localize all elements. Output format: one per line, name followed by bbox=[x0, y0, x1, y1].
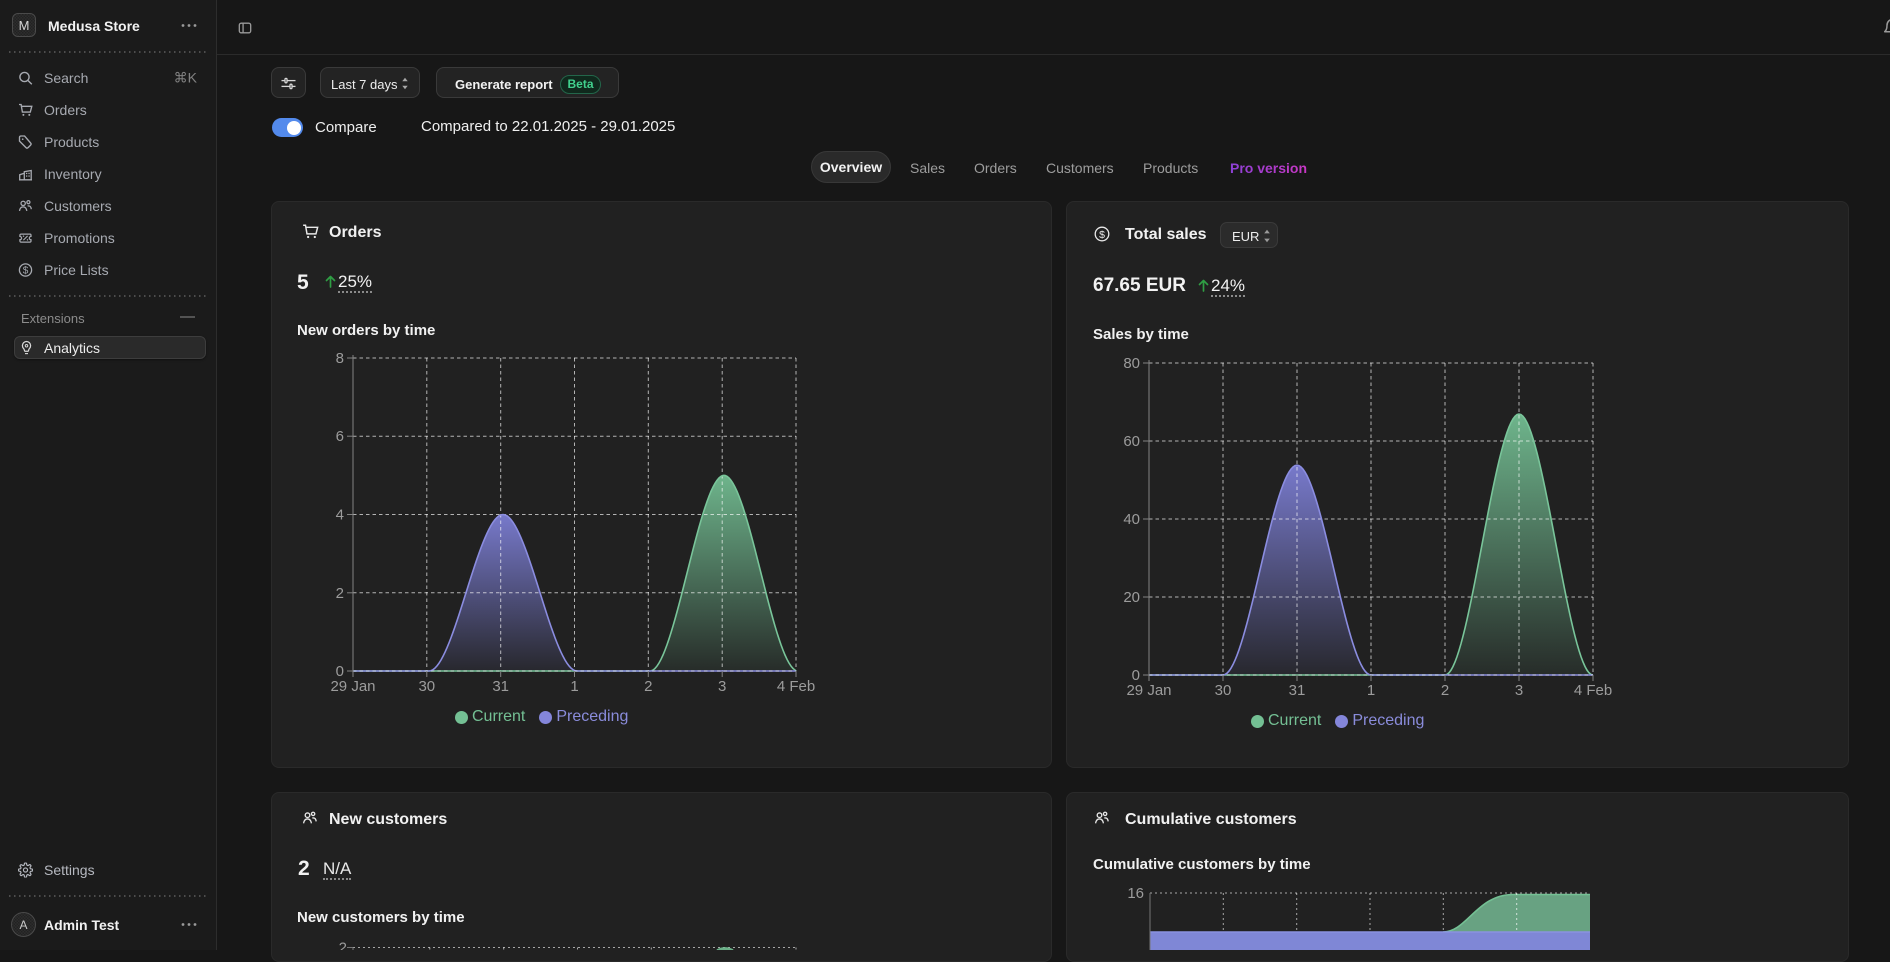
svg-text:2: 2 bbox=[644, 678, 652, 695]
svg-text:3: 3 bbox=[718, 678, 726, 695]
svg-text:2: 2 bbox=[1441, 682, 1449, 699]
svg-text:60: 60 bbox=[1123, 433, 1140, 450]
svg-text:$: $ bbox=[23, 266, 29, 277]
svg-text:31: 31 bbox=[1289, 682, 1306, 699]
svg-text:80: 80 bbox=[1123, 355, 1140, 372]
svg-text:8: 8 bbox=[336, 350, 344, 367]
svg-text:1: 1 bbox=[1367, 682, 1375, 699]
svg-text:2: 2 bbox=[339, 940, 347, 951]
svg-text:$: $ bbox=[1099, 229, 1105, 241]
svg-text:0: 0 bbox=[1132, 667, 1140, 684]
svg-text:0: 0 bbox=[336, 663, 344, 680]
svg-text:2: 2 bbox=[336, 585, 344, 602]
svg-text:20: 20 bbox=[1123, 589, 1140, 606]
svg-text:1: 1 bbox=[570, 678, 578, 695]
svg-text:31: 31 bbox=[492, 678, 509, 695]
svg-text:30: 30 bbox=[1215, 682, 1232, 699]
svg-text:30: 30 bbox=[418, 678, 435, 695]
svg-text:6: 6 bbox=[336, 428, 344, 445]
svg-text:29 Jan: 29 Jan bbox=[1126, 682, 1171, 699]
svg-text:40: 40 bbox=[1123, 511, 1140, 528]
svg-text:29 Jan: 29 Jan bbox=[330, 678, 375, 695]
svg-text:4 Feb: 4 Feb bbox=[1574, 682, 1612, 699]
svg-text:3: 3 bbox=[1515, 682, 1523, 699]
svg-text:4 Feb: 4 Feb bbox=[777, 678, 815, 695]
svg-text:16: 16 bbox=[1127, 885, 1144, 902]
svg-text:4: 4 bbox=[336, 507, 344, 524]
